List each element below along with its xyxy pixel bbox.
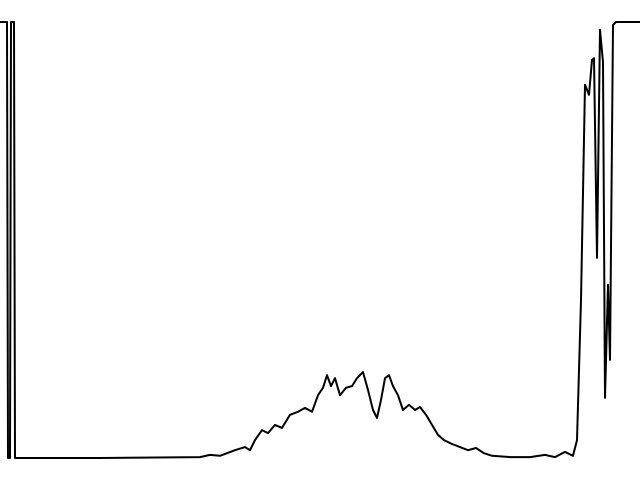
data-line (0, 21, 640, 459)
